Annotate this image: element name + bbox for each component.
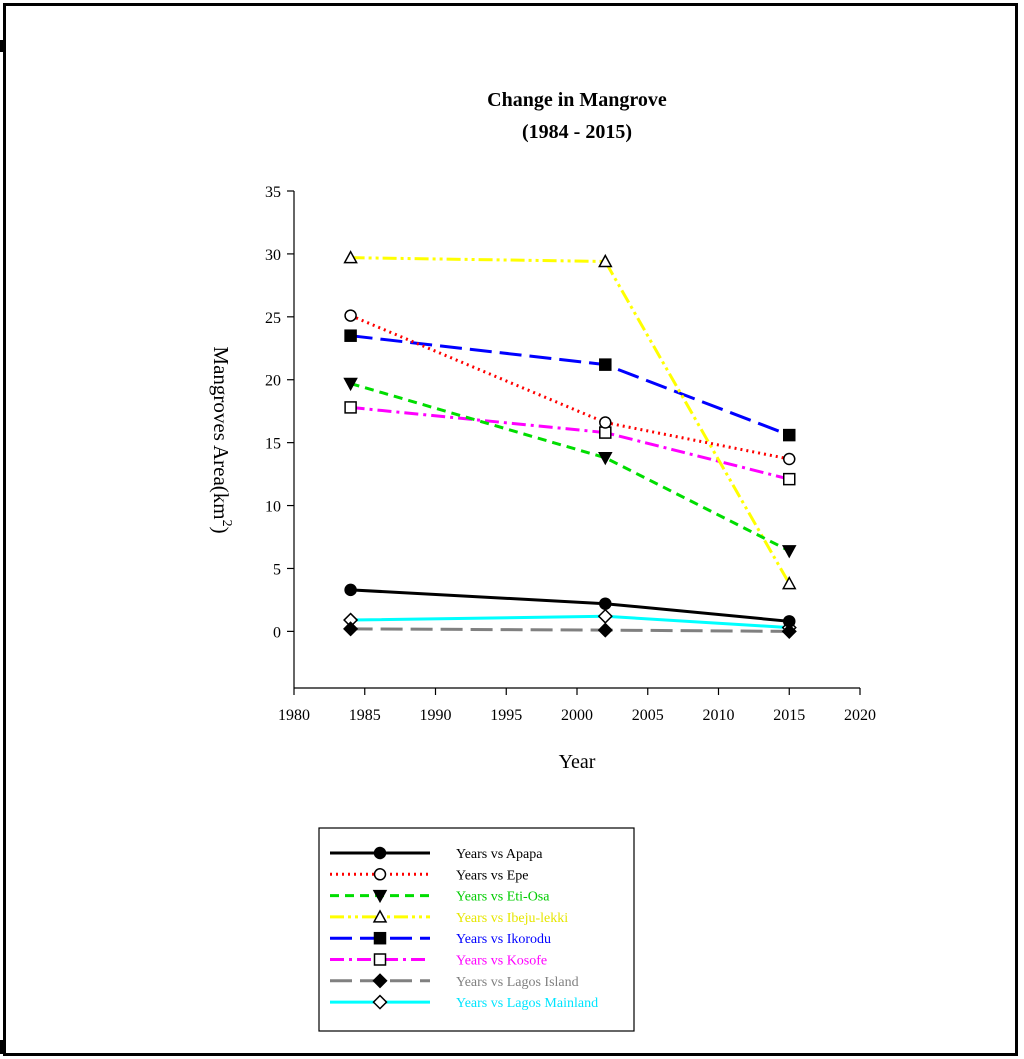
y-axis-label-superscript: 2 (219, 520, 234, 527)
legend-box (318, 827, 635, 1032)
data-point-years-vs-epe (344, 309, 357, 322)
series-line-years-vs-lagos-island (350, 627, 790, 633)
data-point-years-vs-eti-osa (598, 451, 613, 466)
frame-edge-mark (0, 40, 4, 52)
data-point-years-vs-lagos-island (781, 623, 797, 639)
legend-label-years-vs-lagos-island: Years vs Lagos Island (456, 975, 579, 990)
y-axis-label: Mangroves Area(km2) (209, 346, 234, 533)
data-point-years-vs-kosofe (783, 472, 796, 486)
data-point-years-vs-eti-osa (781, 545, 797, 559)
legend-marker-years-vs-apapa (373, 846, 387, 860)
x-tick-label: 1995 (490, 707, 522, 724)
y-tick-label: 20 (265, 373, 281, 390)
data-point-years-vs-ikorodu (344, 329, 357, 342)
y-tick-label: 35 (265, 184, 281, 201)
x-axis-label: Year (559, 751, 596, 773)
data-point-years-vs-epe (599, 416, 612, 429)
legend-label-years-vs-apapa: Years vs Apapa (456, 847, 543, 862)
y-tick-label: 0 (273, 624, 281, 641)
legend-label-years-vs-ibeju-lekki: Years vs Ibeju-lekki (456, 911, 568, 926)
series-line-years-vs-ikorodu (350, 334, 790, 437)
legend-label-years-vs-epe: Years vs Epe (456, 868, 528, 883)
y-tick-label: 5 (273, 561, 281, 578)
x-tick-label: 1980 (278, 707, 310, 724)
x-tick-label: 2020 (844, 707, 876, 724)
chart-subtitle: (1984 - 2015) (522, 121, 632, 143)
legend-marker-years-vs-lagos-mainland (372, 994, 388, 1010)
data-point-years-vs-ibeju-lekki (598, 253, 613, 268)
x-tick-label: 2010 (703, 707, 735, 724)
series-line-years-vs-epe (350, 314, 790, 461)
x-tick-label: 2000 (561, 707, 593, 724)
data-point-years-vs-apapa (599, 597, 612, 610)
data-point-years-vs-epe (783, 452, 796, 466)
data-point-years-vs-lagos-island (597, 622, 613, 638)
legend-marker-years-vs-kosofe (373, 953, 387, 966)
chart-title: Change in Mangrove (487, 89, 667, 111)
y-tick-label: 15 (265, 436, 281, 453)
legend: Years vs Apapa Years vs Epe Years vs Eti-O… (318, 827, 635, 1032)
legend-marker-years-vs-ibeju-lekki (372, 909, 388, 923)
y-tick-label: 30 (265, 247, 281, 264)
y-axis-label-text: Mangroves Area(km (209, 346, 233, 519)
data-point-years-vs-ikorodu (599, 358, 612, 371)
data-point-years-vs-apapa (344, 583, 357, 597)
x-tick-label: 1990 (420, 707, 452, 724)
legend-label-years-vs-lagos-mainland: Years vs Lagos Mainland (456, 996, 598, 1011)
legend-marker-years-vs-epe (373, 868, 387, 881)
legend-label-years-vs-ikorodu: Years vs Ikorodu (456, 932, 551, 947)
legend-marker-years-vs-ikorodu (373, 931, 387, 945)
data-point-years-vs-apapa (783, 615, 796, 628)
x-tick-label: 2015 (773, 707, 805, 724)
x-tick-label: 2005 (632, 707, 664, 724)
legend-label-years-vs-eti-osa: Years vs Eti-Osa (456, 890, 550, 905)
data-point-years-vs-lagos-island (343, 621, 359, 637)
legend-label-years-vs-kosofe: Years vs Kosofe (456, 954, 547, 969)
legend-marker-years-vs-lagos-island (372, 973, 388, 989)
x-tick-label: 1985 (349, 707, 381, 724)
y-axis-label-close: ) (209, 527, 233, 534)
data-point-years-vs-ibeju-lekki (343, 250, 358, 264)
data-point-years-vs-ikorodu (783, 428, 796, 442)
y-tick-label: 10 (265, 499, 281, 516)
plot-area: 0 5 10 15 20 25 30 35 1980 1985 1990 1995 2000 2005 2… (265, 184, 876, 724)
data-point-years-vs-eti-osa (343, 377, 358, 392)
data-point-years-vs-ibeju-lekki (781, 576, 797, 590)
legend-marker-years-vs-eti-osa (372, 889, 388, 904)
data-point-years-vs-kosofe (344, 401, 357, 414)
y-tick-label: 25 (265, 310, 281, 327)
series-line-years-vs-ibeju-lekki (350, 256, 791, 585)
series-line-years-vs-lagos-mainland (350, 614, 790, 630)
frame-edge-mark (0, 1040, 4, 1054)
data-point-years-vs-lagos-mainland (597, 608, 613, 624)
